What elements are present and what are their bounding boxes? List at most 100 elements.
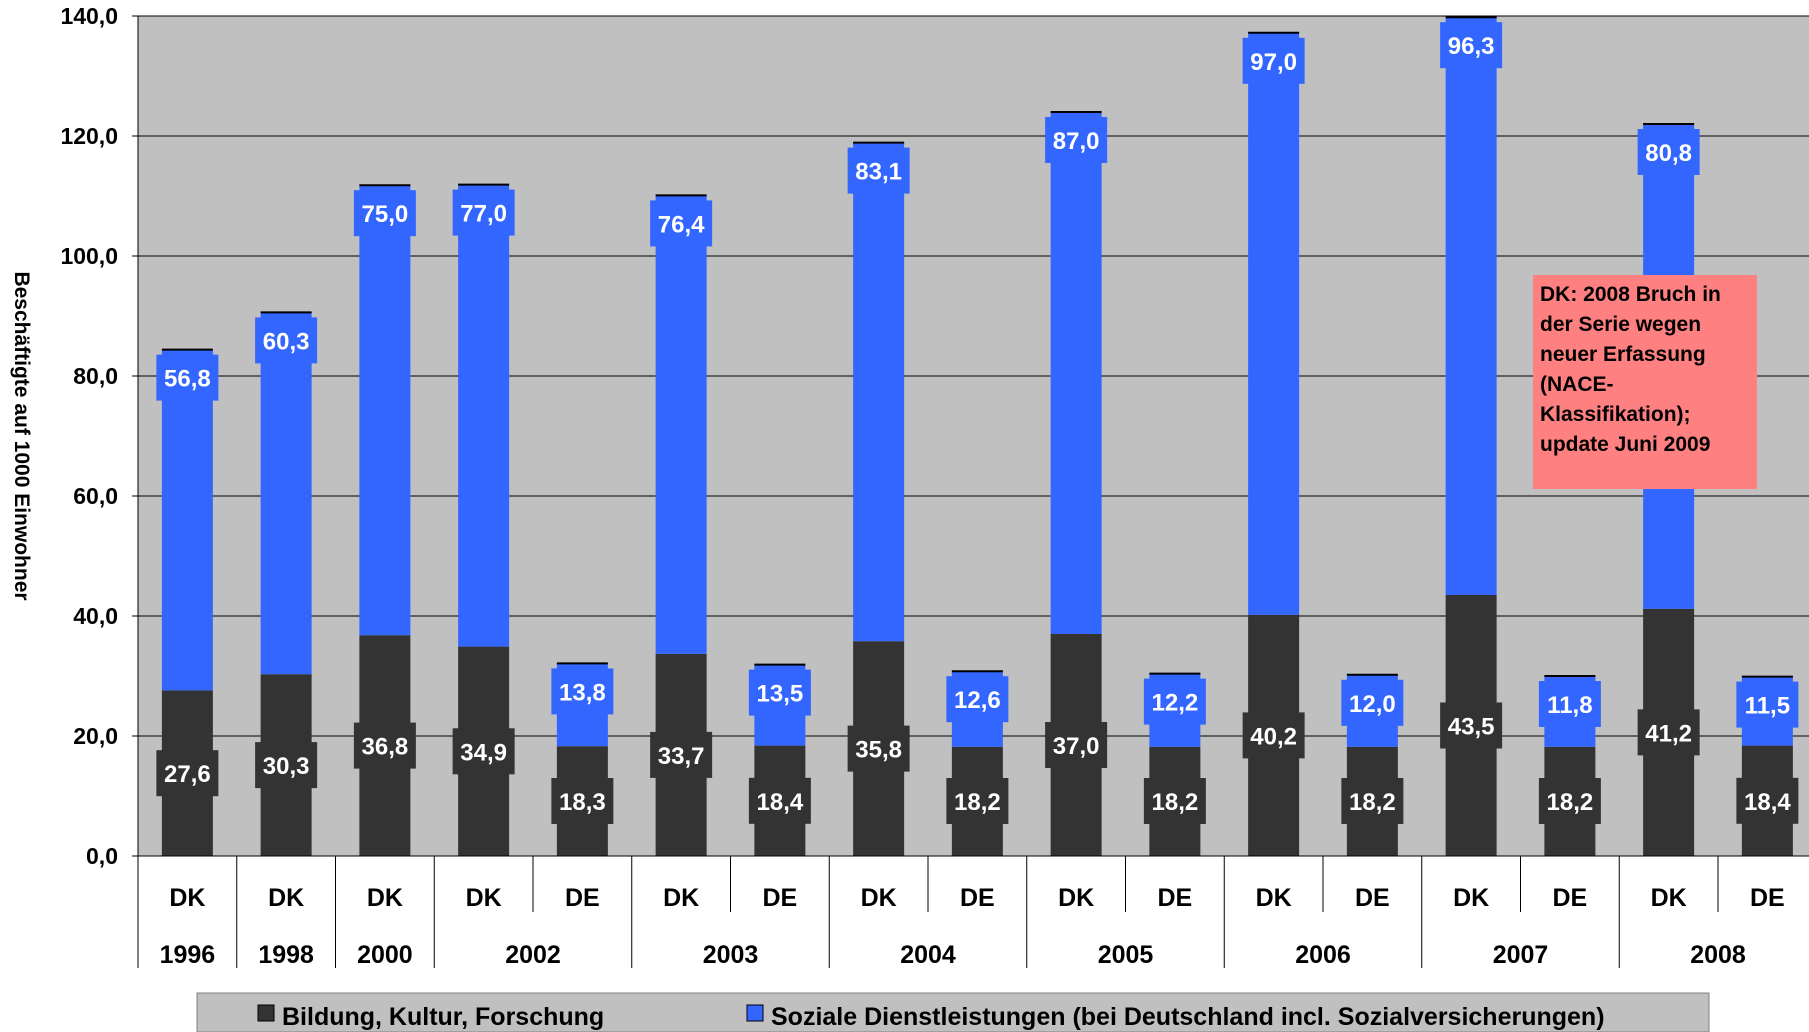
x-year-label: 2002 [505, 941, 561, 969]
data-label-bildung: 33,7 [650, 731, 713, 778]
svg-text:12,6: 12,6 [954, 687, 1001, 714]
svg-text:75,0: 75,0 [362, 201, 409, 228]
y-axis-label: Beschäftigte auf 1000 Einwohner [10, 271, 33, 600]
x-year-label: 2003 [703, 941, 759, 969]
legend-swatch-bildung [257, 1004, 275, 1022]
x-category-label: DE [1750, 884, 1785, 912]
data-label-soziale: 12,0 [1341, 679, 1404, 726]
data-label-bildung: 40,2 [1242, 712, 1305, 759]
data-label-bildung: 27,6 [156, 750, 219, 797]
annotation-line: DK: 2008 Bruch in [1540, 283, 1721, 306]
y-tick-label: 20,0 [73, 723, 118, 749]
legend-label-soziale: Soziale Dienstleistungen (bei Deutschlan… [771, 1003, 1605, 1031]
x-year-label: 2007 [1493, 941, 1549, 969]
x-category-label: DK [1651, 884, 1687, 912]
data-label-bildung: 30,3 [255, 742, 318, 789]
svg-text:12,2: 12,2 [1152, 690, 1199, 717]
svg-text:56,8: 56,8 [164, 366, 211, 393]
y-tick-label: 120,0 [60, 123, 118, 149]
data-label-bildung: 37,0 [1045, 722, 1108, 768]
x-category-label: DK [367, 884, 403, 912]
x-category-label: DK [663, 884, 699, 912]
data-label-bildung: 35,8 [847, 725, 910, 772]
annotation-line: Klassifikation); [1540, 403, 1691, 426]
x-category-label: DE [1553, 884, 1588, 912]
data-label-soziale: 80,8 [1637, 129, 1700, 175]
svg-text:13,5: 13,5 [757, 681, 804, 708]
svg-text:30,3: 30,3 [263, 753, 310, 780]
y-tick-label: 80,0 [73, 363, 118, 389]
svg-text:77,0: 77,0 [460, 201, 507, 228]
svg-text:96,3: 96,3 [1448, 33, 1495, 60]
data-label-soziale: 75,0 [353, 190, 416, 237]
data-labels: 27,6 56,8 30,3 60,3 36,8 75,0 34,9 77,0 18,3 13,8… [156, 22, 1799, 824]
data-label-bildung: 36,8 [353, 722, 416, 769]
svg-text:60,3: 60,3 [263, 328, 310, 355]
data-label-bildung: 18,2 [1538, 778, 1601, 824]
svg-text:11,5: 11,5 [1745, 693, 1790, 720]
legend-swatch-soziale [746, 1004, 764, 1022]
data-label-bildung: 18,2 [946, 778, 1009, 824]
bar-soziale [359, 185, 411, 636]
x-year-label: 2000 [357, 941, 413, 969]
data-label-soziale: 77,0 [452, 189, 515, 236]
legend: Bildung, Kultur, Forschung Soziale Diens… [196, 992, 1710, 1032]
x-category-label: DK [466, 884, 502, 912]
bar-soziale [1248, 32, 1300, 615]
y-tick-label: 60,0 [73, 483, 118, 509]
x-category-label: DK [169, 884, 205, 912]
svg-text:27,6: 27,6 [164, 761, 211, 788]
y-tick-label: 40,0 [73, 603, 118, 629]
svg-text:83,1: 83,1 [855, 159, 902, 186]
svg-text:18,4: 18,4 [1744, 789, 1791, 816]
data-label-soziale: 12,2 [1143, 678, 1206, 725]
svg-text:40,2: 40,2 [1250, 723, 1297, 750]
svg-text:97,0: 97,0 [1250, 49, 1297, 76]
data-label-bildung: 34,9 [452, 728, 515, 775]
data-label-soziale: 60,3 [255, 317, 318, 364]
svg-text:18,3: 18,3 [559, 789, 606, 816]
data-label-soziale: 13,5 [748, 669, 811, 716]
x-axis: DK DK DK DK DE DK DE DK DE DK DE DK DE DK DE DK DE 1996 19… [137, 855, 1809, 969]
annotation-line: der Serie wegen [1540, 313, 1701, 336]
y-tick-label: 140,0 [60, 3, 118, 29]
data-label-soziale: 11,5 [1736, 681, 1799, 728]
y-tick-label: 100,0 [60, 243, 118, 269]
bar-soziale [1050, 112, 1102, 634]
data-label-bildung: 41,2 [1637, 709, 1700, 756]
bar-soziale [161, 349, 213, 691]
svg-text:76,4: 76,4 [658, 211, 705, 238]
data-label-soziale: 11,8 [1538, 681, 1601, 727]
data-label-soziale: 12,6 [946, 676, 1009, 723]
svg-text:43,5: 43,5 [1448, 714, 1495, 741]
data-label-soziale: 13,8 [551, 668, 614, 715]
svg-text:18,2: 18,2 [954, 789, 1001, 816]
bar-soziale [853, 142, 905, 642]
svg-text:18,4: 18,4 [757, 789, 804, 816]
svg-text:33,7: 33,7 [658, 743, 705, 770]
data-label-soziale: 87,0 [1045, 117, 1108, 163]
svg-text:18,2: 18,2 [1349, 789, 1396, 816]
svg-text:34,9: 34,9 [460, 739, 507, 766]
y-tick-label: 0,0 [86, 843, 118, 869]
svg-text:41,2: 41,2 [1645, 720, 1692, 747]
data-label-soziale: 83,1 [847, 147, 910, 194]
x-category-label: DE [1158, 884, 1193, 912]
x-category-label: DE [565, 884, 600, 912]
svg-text:87,0: 87,0 [1053, 128, 1100, 155]
x-year-label: 2004 [900, 941, 956, 969]
bar-soziale [655, 195, 707, 654]
svg-text:35,8: 35,8 [855, 737, 902, 764]
svg-text:80,8: 80,8 [1645, 140, 1692, 167]
svg-text:18,2: 18,2 [1547, 789, 1594, 816]
x-category-label: DK [1256, 884, 1292, 912]
legend-label-bildung: Bildung, Kultur, Forschung [282, 1003, 604, 1031]
annotation-line: (NACE- [1540, 373, 1614, 396]
x-category-label: DK [1058, 884, 1094, 912]
svg-text:13,8: 13,8 [559, 679, 606, 706]
y-axis-ticks: 0,0 20,0 40,0 60,0 80,0 100,0 120,0 140,0 [60, 3, 139, 869]
data-label-soziale: 97,0 [1242, 37, 1305, 84]
svg-text:11,8: 11,8 [1547, 692, 1592, 719]
x-category-label: DK [1453, 884, 1489, 912]
